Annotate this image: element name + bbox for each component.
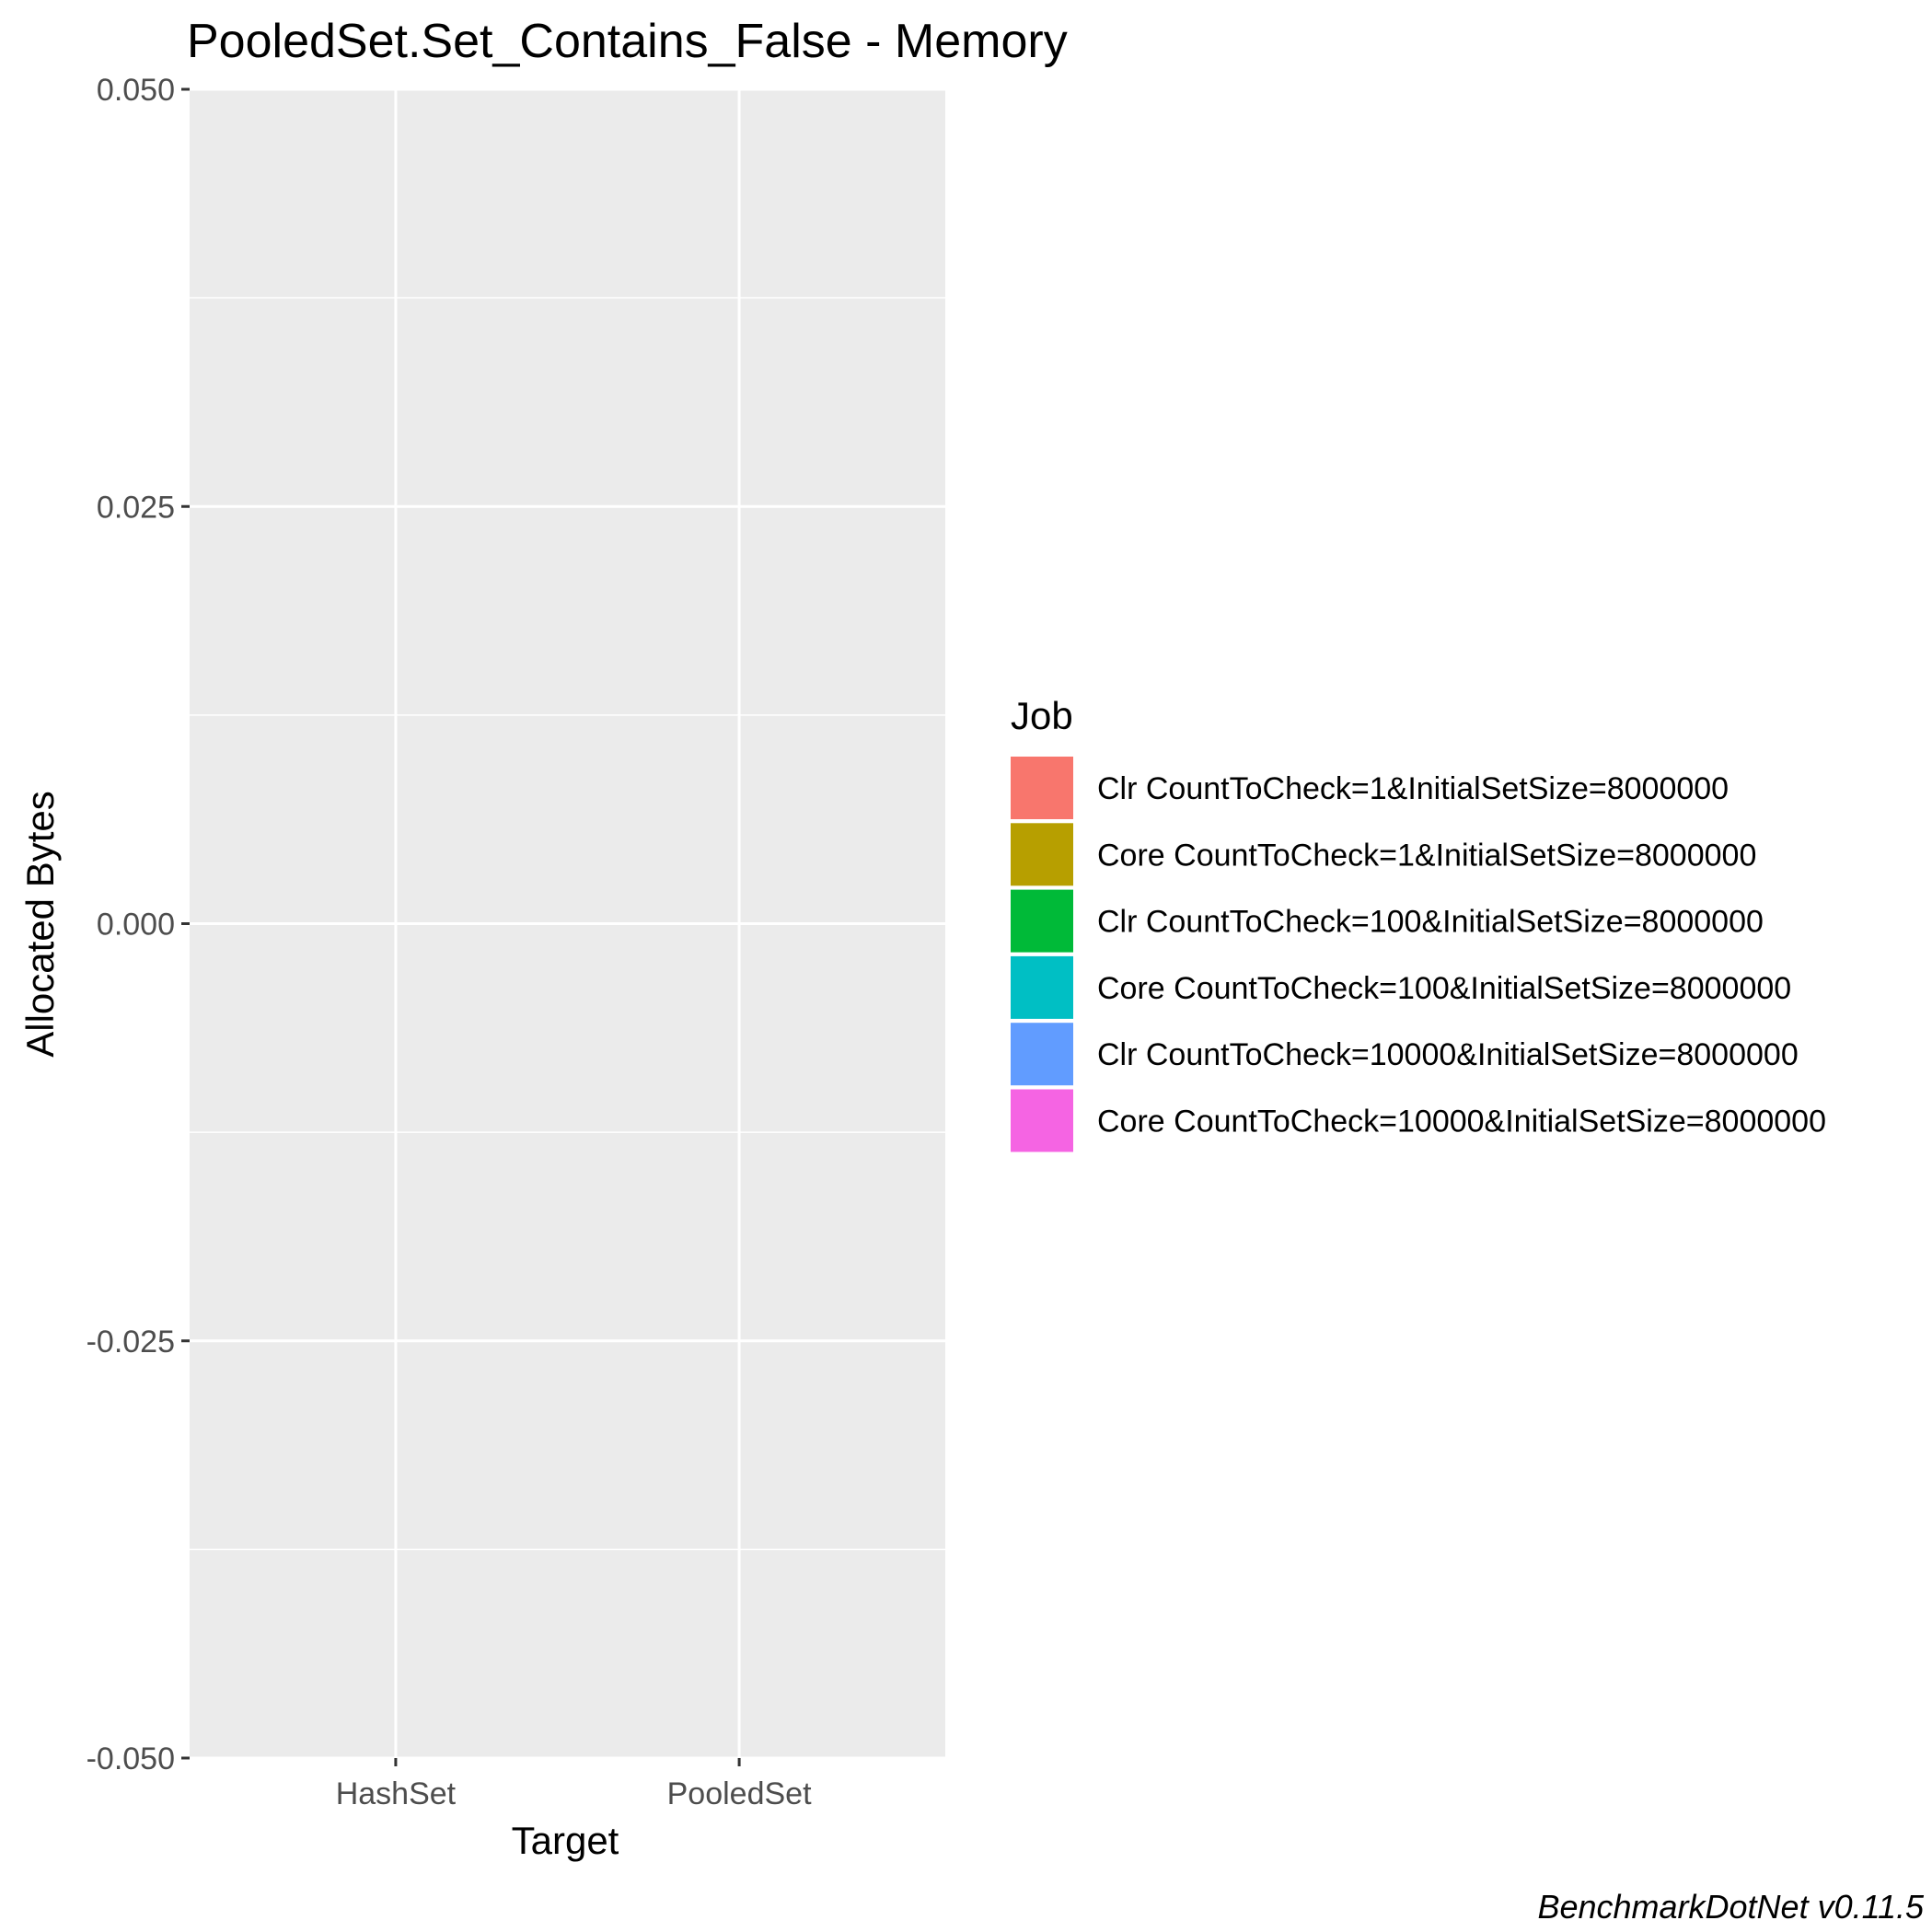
legend-label: Clr CountToCheck=100&InitialSetSize=8000… — [1097, 905, 1764, 940]
legend-key — [1011, 955, 1073, 1019]
x-axis: HashSet PooledSet — [336, 1758, 812, 1811]
legend-key — [1011, 823, 1073, 886]
legend-label: Core CountToCheck=1&InitialSetSize=80000… — [1097, 838, 1756, 873]
y-tick-label: 0.000 — [97, 908, 175, 943]
major-gridlines — [190, 87, 945, 1760]
legend-label: Clr CountToCheck=1&InitialSetSize=800000… — [1097, 771, 1729, 806]
minor-gridlines — [190, 296, 945, 1551]
legend: Job Clr CountToCheck=1&InitialSetSize=80… — [1011, 694, 1826, 1152]
x-tick-label: PooledSet — [667, 1776, 812, 1811]
legend-label: Core CountToCheck=100&InitialSetSize=800… — [1097, 971, 1791, 1006]
legend-key — [1011, 757, 1073, 819]
legend-key — [1011, 1089, 1073, 1152]
legend-key — [1011, 889, 1073, 953]
y-tick-label: 0.050 — [97, 73, 175, 108]
chart-title: PooledSet.Set_Contains_False - Memory — [187, 15, 1068, 68]
legend-label: Clr CountToCheck=10000&InitialSetSize=80… — [1097, 1037, 1799, 1072]
y-tick-label: -0.025 — [87, 1325, 175, 1359]
y-axis: -0.050 -0.025 0.000 0.025 0.050 — [87, 73, 190, 1776]
caption: BenchmarkDotNet v0.11.5 — [1537, 1888, 1925, 1926]
y-tick-label: -0.050 — [87, 1741, 175, 1776]
legend-title: Job — [1011, 694, 1073, 737]
legend-key — [1011, 1023, 1073, 1086]
x-axis-title: Target — [512, 1819, 619, 1862]
y-axis-title: Allocated Bytes — [18, 791, 62, 1058]
x-tick-label: HashSet — [336, 1776, 457, 1811]
y-tick-label: 0.025 — [97, 490, 175, 525]
legend-label: Core CountToCheck=10000&InitialSetSize=8… — [1097, 1105, 1826, 1140]
